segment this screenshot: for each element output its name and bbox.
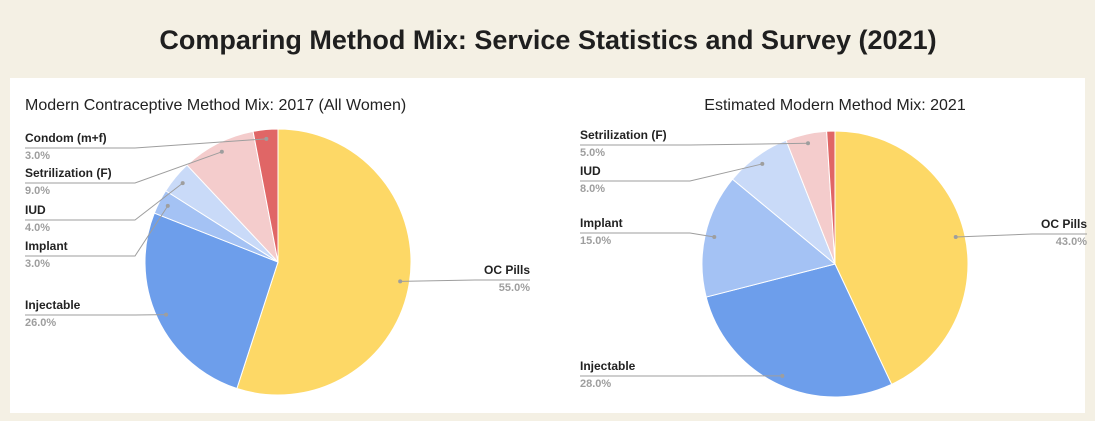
- leader-dot: [164, 312, 169, 317]
- leader-line: [400, 279, 530, 282]
- leader-line: [580, 232, 715, 238]
- leader-dot: [180, 181, 185, 186]
- leader-dot: [712, 235, 717, 240]
- slice-label: Implant: [25, 239, 68, 253]
- slice-value: 9.0%: [25, 185, 50, 197]
- slice-value: 28.0%: [580, 378, 611, 390]
- pie-slice: [236, 128, 412, 396]
- leader-dot: [398, 279, 403, 284]
- chart-title: Estimated Modern Method Mix: 2021: [704, 97, 966, 114]
- slice-label: Implant: [580, 216, 623, 230]
- slice-label: Setrilization (F): [580, 128, 667, 142]
- slice-label: Injectable: [580, 359, 636, 373]
- pie-slice: [252, 128, 279, 263]
- pie-slice: [834, 130, 969, 386]
- chart-title: Modern Contraceptive Method Mix: 2017 (A…: [25, 97, 406, 114]
- leader-dot: [165, 203, 170, 208]
- slice-value: 8.0%: [580, 183, 605, 195]
- slice-label: IUD: [25, 203, 46, 217]
- leader-line: [25, 182, 184, 221]
- pie-slice: [705, 263, 893, 398]
- leader-dot: [780, 373, 785, 378]
- pie-slice: [701, 178, 837, 298]
- leader-dot: [264, 136, 269, 141]
- main-title: Comparing Method Mix: Service Statistics…: [159, 25, 936, 55]
- leader-line: [580, 142, 809, 146]
- leader-line: [25, 151, 223, 184]
- slice-label: OC Pills: [1041, 217, 1087, 231]
- slice-value: 5.0%: [580, 147, 605, 159]
- slice-value: 26.0%: [25, 317, 56, 329]
- slice-value: 55.0%: [499, 282, 530, 294]
- slice-label: IUD: [580, 164, 601, 178]
- slice-value: 43.0%: [1056, 236, 1087, 248]
- slice-label: Setrilization (F): [25, 166, 112, 180]
- slice-label: Injectable: [25, 298, 81, 312]
- leader-dot: [806, 141, 811, 146]
- slice-value: 4.0%: [25, 222, 50, 234]
- slice-value: 3.0%: [25, 258, 50, 270]
- slice-label: OC Pills: [484, 263, 530, 277]
- slice-value: 3.0%: [25, 150, 50, 162]
- leader-line: [25, 205, 169, 257]
- leader-line: [955, 233, 1087, 238]
- leader-dot: [760, 161, 765, 166]
- slice-value: 15.0%: [580, 235, 611, 247]
- leader-dot: [219, 149, 224, 154]
- slice-label: Condom (m+f): [25, 131, 107, 145]
- leader-line: [580, 163, 763, 182]
- leader-line: [25, 138, 267, 149]
- leader-dot: [953, 235, 958, 240]
- pie-slice: [826, 130, 836, 265]
